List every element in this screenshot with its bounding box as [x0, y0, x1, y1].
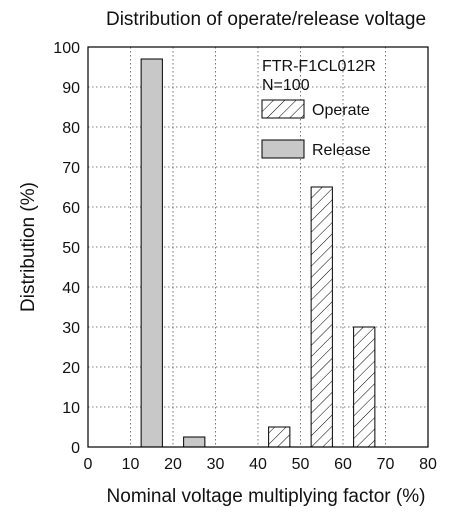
- bar-release: [141, 59, 162, 447]
- chart-title: Distribution of operate/release voltage: [106, 9, 426, 30]
- y-tick-label: 100: [53, 40, 80, 57]
- y-tick-label: 20: [62, 360, 80, 377]
- annotation-sample-size: N=100: [262, 77, 310, 94]
- x-tick-label: 0: [84, 456, 93, 473]
- y-tick-label: 90: [62, 80, 80, 97]
- grid: [88, 47, 428, 447]
- y-tick-label: 40: [62, 280, 80, 297]
- y-tick-label: 80: [62, 120, 80, 137]
- annotation-model: FTR-F1CL012R: [262, 58, 376, 75]
- tick-labels: 0 10 20 30 40 50 60 70 80 0 10 20 30 40 50 60 70 80 90 100: [53, 40, 437, 473]
- y-tick-label: 50: [62, 240, 80, 257]
- y-tick-label: 30: [62, 320, 80, 337]
- legend-swatch-release: [262, 140, 304, 158]
- x-axis-label: Nominal voltage multiplying factor (%): [107, 486, 426, 507]
- bar-operate: [269, 427, 290, 447]
- x-tick-label: 60: [334, 456, 352, 473]
- legend-swatch-operate: [262, 100, 304, 118]
- y-tick-label: 70: [62, 160, 80, 177]
- legend-label-operate: Operate: [312, 102, 370, 119]
- legend-label-release: Release: [312, 142, 371, 159]
- y-tick-label: 60: [62, 200, 80, 217]
- y-tick-label: 0: [71, 440, 80, 457]
- x-tick-label: 50: [292, 456, 310, 473]
- x-tick-label: 40: [249, 456, 267, 473]
- x-tick-label: 10: [122, 456, 140, 473]
- x-tick-label: 70: [377, 456, 395, 473]
- bar-operate: [311, 187, 332, 447]
- x-tick-label: 80: [419, 456, 437, 473]
- x-tick-label: 20: [164, 456, 182, 473]
- x-tick-label: 30: [207, 456, 225, 473]
- y-axis-label: Distribution (%): [18, 182, 39, 312]
- legend: FTR-F1CL012R N=100 Operate Release: [262, 58, 376, 159]
- bar-operate: [354, 327, 375, 447]
- bar-release: [184, 437, 205, 447]
- y-tick-label: 10: [62, 400, 80, 417]
